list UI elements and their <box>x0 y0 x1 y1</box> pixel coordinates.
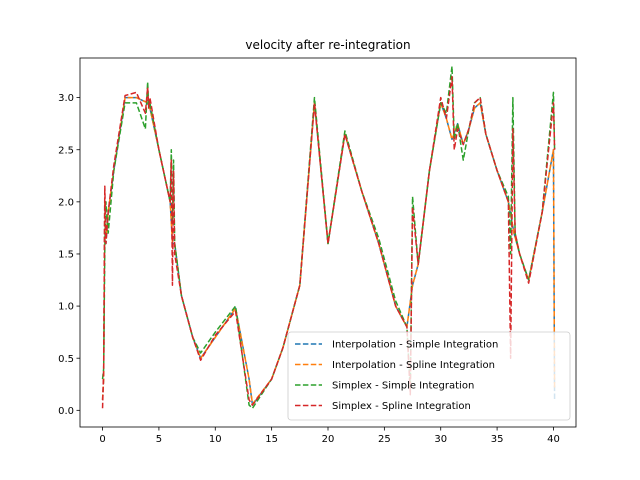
x-tick-label: 5 <box>156 434 162 445</box>
chart-title: velocity after re-integration <box>245 38 410 52</box>
y-tick-label: 3.0 <box>58 93 74 104</box>
legend-label: Interpolation - Spline Integration <box>332 360 495 371</box>
y-tick-label: 0.0 <box>58 406 74 417</box>
series-line-4 <box>101 76 556 409</box>
x-tick-label: 15 <box>265 434 278 445</box>
legend-box <box>287 331 571 421</box>
plot-frame <box>79 57 577 428</box>
axes-layer: 0 5 10 15 20 25 30 35 40 0.0 0.5 1.0 1.5 2.0 2.5 3.0 <box>58 93 560 445</box>
y-tick-label: 1.0 <box>58 302 74 313</box>
x-tick-label: 40 <box>547 434 560 445</box>
y-tick-label: 2.5 <box>58 145 74 156</box>
legend-label: Simplex - Spline Integration <box>332 401 471 412</box>
x-tick-label: 35 <box>491 434 504 445</box>
x-tick-label: 20 <box>322 434 335 445</box>
x-tick-label: 0 <box>99 434 105 445</box>
series-layer <box>101 65 556 409</box>
legend: Interpolation - Simple Integration Interp… <box>287 331 571 421</box>
legend-label: Simplex - Simple Integration <box>332 381 474 392</box>
y-tick-label: 1.5 <box>58 250 74 261</box>
y-tick-label: 2.0 <box>58 197 74 208</box>
legend-label: Interpolation - Simple Integration <box>332 340 498 351</box>
x-tick-label: 25 <box>378 434 391 445</box>
x-tick-label: 30 <box>434 434 447 445</box>
x-tick-label: 10 <box>209 434 222 445</box>
y-tick-label: 0.5 <box>58 354 74 365</box>
